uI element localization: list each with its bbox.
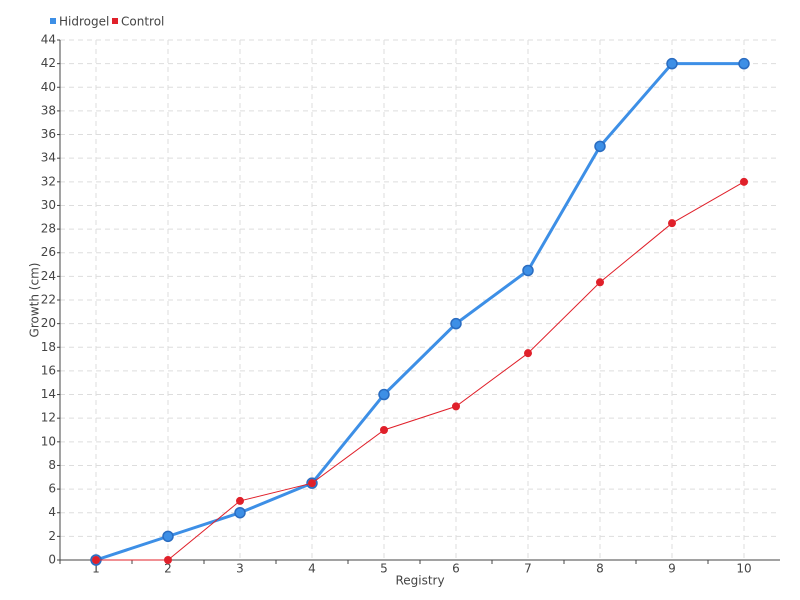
y-tick-label: 10 — [41, 434, 56, 448]
y-tick-label: 22 — [41, 293, 56, 307]
y-tick-label: 18 — [41, 340, 56, 354]
x-tick-label: 7 — [524, 562, 532, 576]
data-point — [236, 496, 244, 505]
data-point — [594, 140, 606, 153]
x-tick-label: 5 — [380, 562, 388, 576]
y-tick-label: 38 — [41, 103, 56, 117]
data-point — [666, 57, 678, 70]
y-tick-label: 14 — [41, 387, 56, 401]
data-point — [740, 177, 748, 186]
y-tick-label: 36 — [41, 127, 56, 141]
data-point — [234, 506, 246, 519]
series-line — [96, 181, 745, 561]
y-tick-label: 16 — [41, 363, 56, 377]
series-line — [95, 62, 744, 562]
data-point — [668, 219, 676, 228]
y-tick-label: 24 — [41, 269, 56, 283]
y-tick-label: 20 — [41, 316, 56, 330]
data-point — [522, 264, 534, 277]
data-point — [378, 388, 390, 401]
data-point — [596, 278, 604, 287]
y-axis-label: Growth (cm) — [28, 263, 42, 338]
x-tick-label: 2 — [164, 562, 172, 576]
legend-swatch — [112, 18, 118, 24]
y-tick-label: 32 — [41, 174, 56, 188]
y-tick-label: 28 — [41, 222, 56, 236]
data-point — [162, 530, 174, 543]
y-tick-label: 26 — [41, 245, 56, 259]
x-tick-label: 10 — [736, 562, 751, 576]
y-tick-label: 30 — [41, 198, 56, 212]
data-point — [380, 426, 388, 434]
y-tick-label: 6 — [48, 482, 56, 496]
y-tick-label: 2 — [48, 529, 56, 543]
data-point — [92, 556, 100, 564]
x-tick-label: 1 — [92, 562, 100, 576]
legend-label: Hidrogel — [59, 15, 109, 29]
y-tick-label: 44 — [41, 33, 56, 47]
data-point — [450, 317, 462, 330]
x-tick-label: 9 — [668, 562, 676, 576]
x-tick-label: 6 — [452, 562, 460, 576]
data-point — [738, 57, 750, 70]
y-tick-label: 40 — [41, 80, 56, 94]
x-tick-label: 4 — [308, 562, 316, 576]
y-tick-label: 4 — [48, 505, 56, 519]
x-axis-label: Registry — [395, 574, 444, 588]
y-tick-label: 8 — [48, 458, 56, 472]
y-tick-label: 12 — [41, 411, 56, 425]
x-tick-label: 3 — [236, 562, 244, 576]
x-tick-label: 8 — [596, 562, 604, 576]
y-tick-label: 34 — [41, 151, 56, 165]
y-tick-label: 42 — [41, 56, 56, 70]
data-point — [524, 349, 532, 358]
y-tick-label: 0 — [48, 553, 56, 567]
data-point — [452, 402, 460, 411]
data-point — [308, 479, 316, 488]
legend-label: Control — [121, 15, 164, 29]
data-point — [164, 556, 172, 564]
legend-swatch — [50, 18, 56, 24]
